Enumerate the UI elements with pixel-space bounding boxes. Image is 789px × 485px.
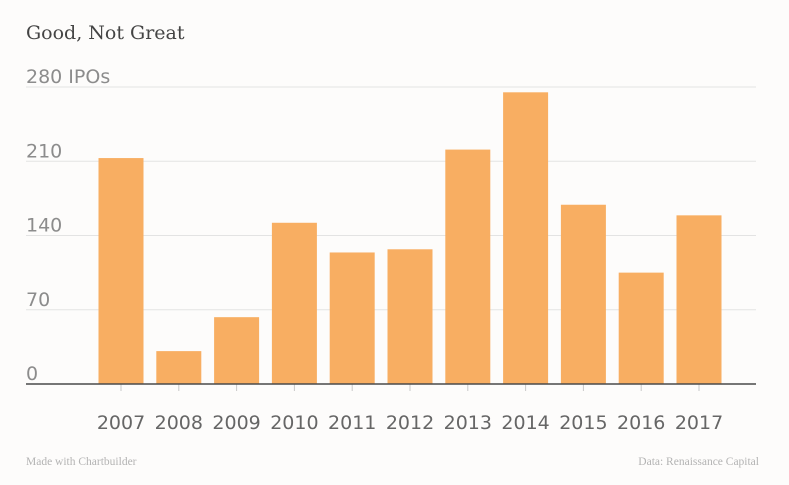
x-tick-label: 2017 (675, 412, 723, 434)
x-tick-label: 2008 (155, 412, 203, 434)
x-tick-label: 2012 (386, 412, 434, 434)
x-tick-label: 2016 (617, 412, 665, 434)
y-tick-label: 70 (26, 289, 50, 311)
bar-2017 (676, 215, 722, 384)
x-tick-label: 2009 (212, 412, 260, 434)
x-tick-label: 2014 (501, 412, 549, 434)
x-tick-label: 2015 (559, 412, 607, 434)
made-with-credit: Made with Chartbuilder (26, 456, 137, 468)
data-source-credit: Data: Renaissance Capital (638, 456, 759, 468)
bar-2010 (271, 222, 317, 384)
bar-2008 (156, 351, 202, 384)
bar-2011 (329, 252, 375, 384)
chart-title: Good, Not Great (26, 22, 185, 44)
x-tick-label: 2013 (444, 412, 492, 434)
bar-2012 (387, 249, 433, 384)
bar-2016 (618, 272, 664, 384)
bar-2007 (98, 158, 144, 384)
x-tick-label: 2007 (97, 412, 145, 434)
y-tick-label: 0 (26, 363, 38, 385)
y-tick-label: 140 (26, 215, 62, 237)
bar-2014 (503, 92, 549, 384)
x-tick-label: 2010 (270, 412, 318, 434)
x-tick-label: 2011 (328, 412, 376, 434)
bar-2013 (445, 149, 491, 384)
bar-2015 (560, 204, 606, 384)
y-tick-label: 280 IPOs (26, 66, 110, 88)
bar-2009 (214, 317, 260, 384)
y-tick-label: 210 (26, 140, 62, 162)
